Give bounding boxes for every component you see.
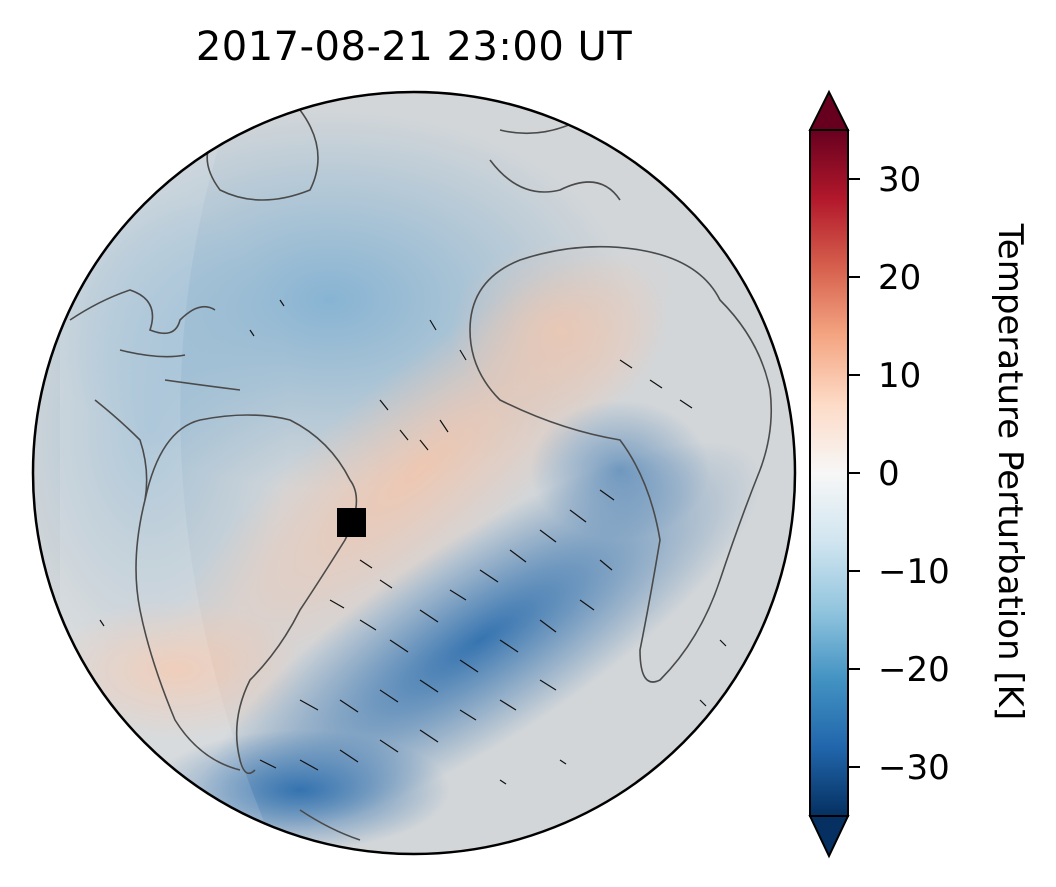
colorbar-extend-top xyxy=(808,89,850,131)
colorbar-tick-label: 30 xyxy=(878,160,921,200)
colorbar-body xyxy=(809,129,849,817)
coastlines xyxy=(69,109,772,841)
map-title: 2017-08-21 23:00 UT xyxy=(195,24,633,70)
colorbar-ticks: 30 20 10 0 −10 −20 −30 xyxy=(848,160,950,788)
colorbar-tick-label: −20 xyxy=(878,650,950,690)
colorbar-tick-label: 20 xyxy=(878,258,921,298)
colorbar xyxy=(808,89,850,859)
colorbar-tick-label: 0 xyxy=(878,454,900,494)
colorbar-label: Temperature Perturbation [K] xyxy=(990,223,1030,721)
temperature-field xyxy=(33,92,795,854)
colorbar-tick-label: 10 xyxy=(878,356,921,396)
globe-outline xyxy=(31,90,797,856)
colorbar-tick-label: −10 xyxy=(878,552,950,592)
location-marker xyxy=(337,508,366,537)
wind-vectors xyxy=(89,299,727,785)
colorbar-tick-label: −30 xyxy=(878,748,950,788)
colorbar-extend-bottom xyxy=(808,815,850,859)
